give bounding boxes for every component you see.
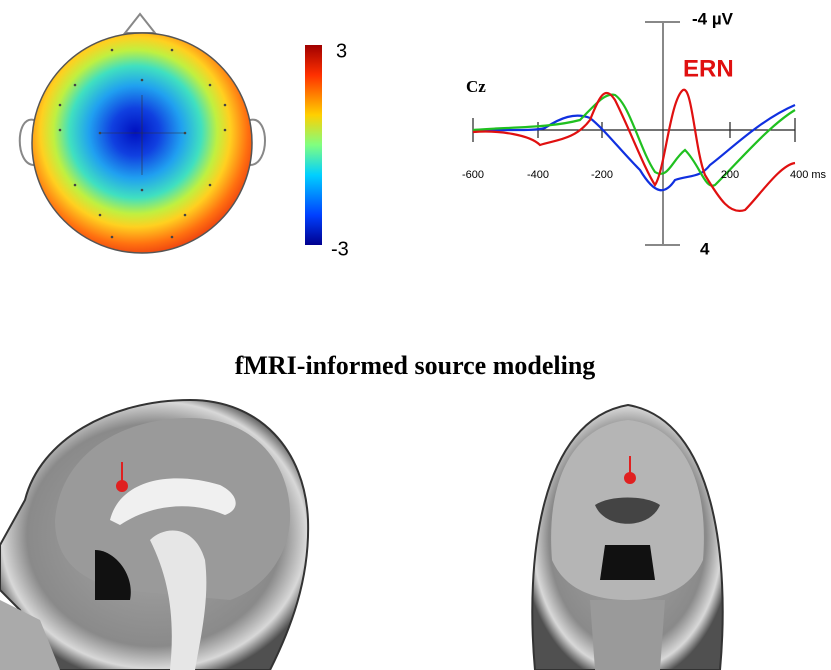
colorbar-max: 3 (336, 40, 347, 62)
figure: 3 -3 Cz ERN -4 µV 4 -600 -400 -200 200 400 m… (0, 0, 831, 670)
section-title: fMRI-informed source modeling (235, 351, 596, 380)
erp-channel: Cz (466, 77, 486, 96)
topomap (20, 14, 265, 253)
erp-x-tick-label: -400 (527, 169, 549, 181)
colorbar-min: -3 (331, 238, 349, 260)
erp-component: ERN (683, 55, 734, 82)
colorbar (305, 45, 322, 245)
erp-y-top: -4 µV (692, 9, 734, 28)
sagittal-mri (0, 395, 320, 670)
figure-canvas: 3 -3 Cz ERN -4 µV 4 -600 -400 -200 200 400 m… (0, 0, 831, 670)
erp-x-tick-label: 200 (721, 169, 739, 181)
erp-x-tick-label: 400 ms (790, 169, 827, 181)
erp-x-tick-label: -600 (462, 169, 484, 181)
erp-x-tick-label: -200 (591, 169, 613, 181)
erp-plot (473, 22, 795, 245)
erp-y-bottom: 4 (700, 239, 710, 258)
coronal-mri (532, 405, 722, 670)
